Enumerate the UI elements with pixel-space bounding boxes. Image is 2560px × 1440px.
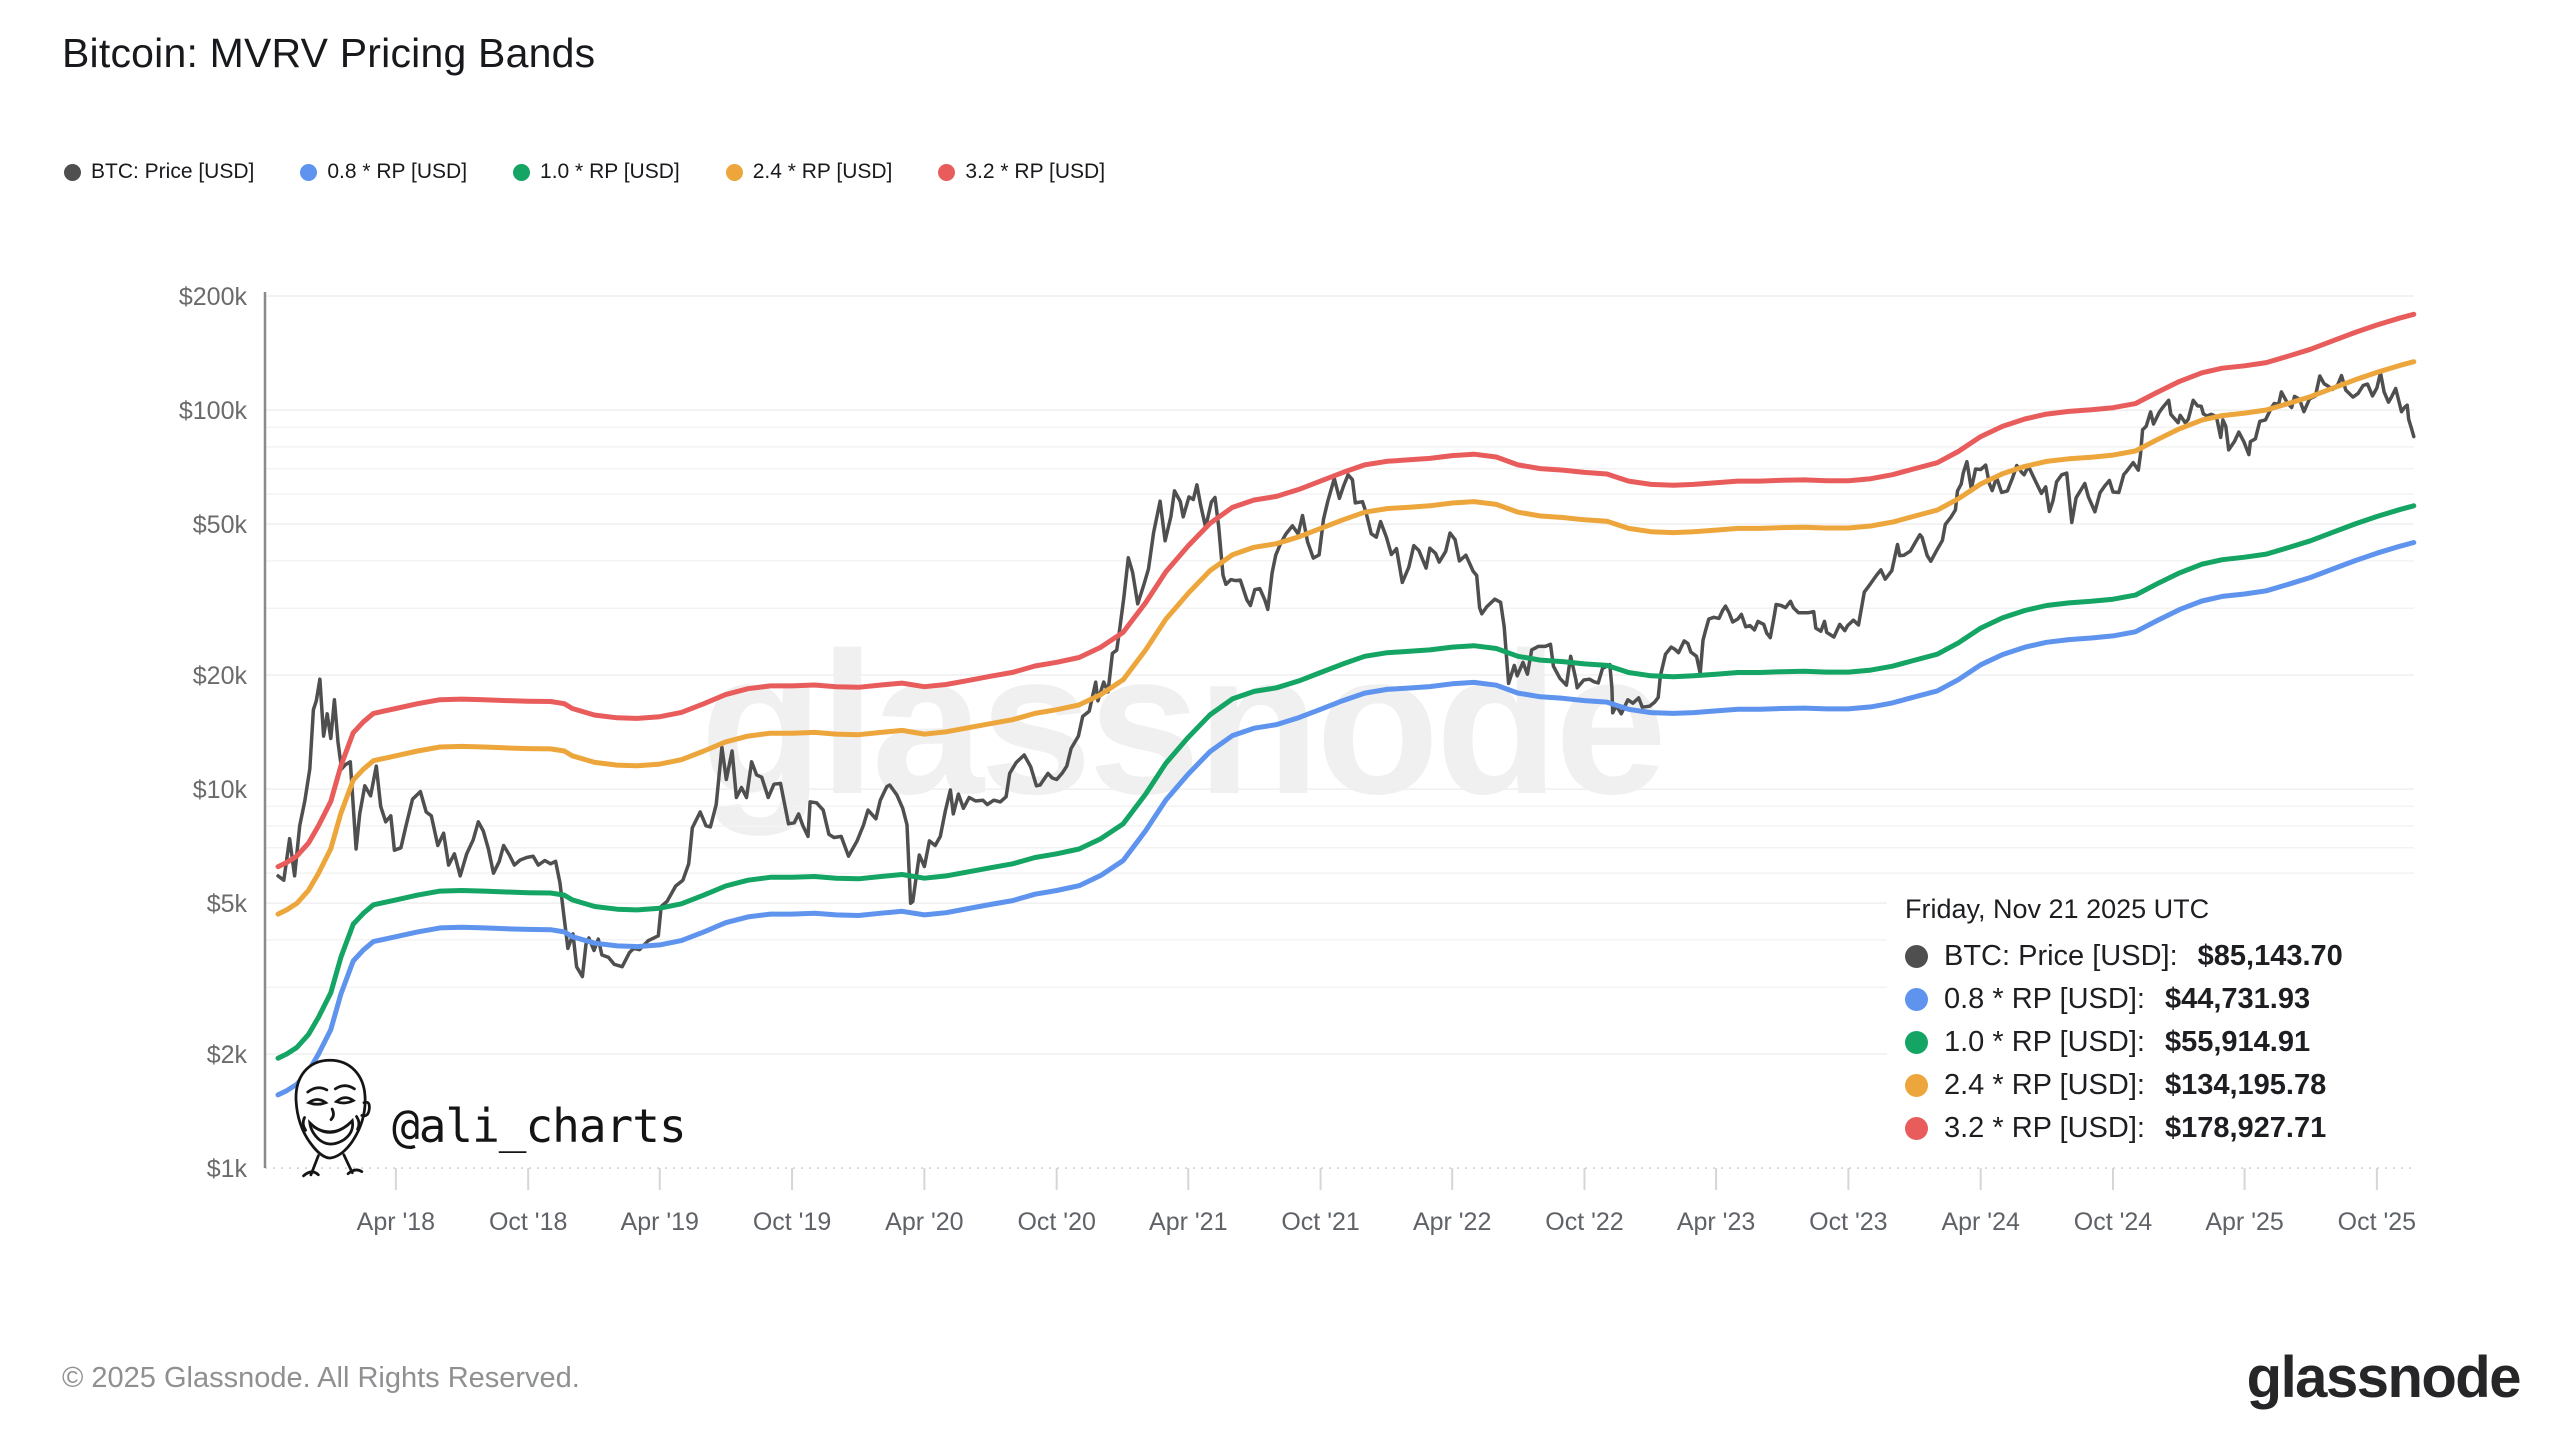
legend-dot-icon: [64, 163, 81, 181]
x-axis-tick-label: Oct '25: [2338, 1208, 2416, 1236]
y-axis-tick-label: $5k: [207, 890, 248, 918]
y-axis-tick-label: $100k: [179, 397, 248, 425]
face-logo-icon: [294, 1058, 371, 1178]
x-axis-tick-label: Oct '19: [753, 1208, 831, 1236]
y-axis-tick-label: $200k: [179, 283, 248, 311]
tooltip-value: $178,927.71: [2164, 1112, 2327, 1144]
legend-item-1[interactable]: 0.8 * RP [USD]: [300, 160, 467, 184]
x-axis-tick-label: Oct '24: [2074, 1208, 2153, 1236]
tooltip-row-3: 2.4 * RP [USD]: $134,195.78: [1905, 1064, 2462, 1107]
copyright-text: © 2025 Glassnode. All Rights Reserved.: [62, 1362, 580, 1394]
y-axis-tick-label: $10k: [193, 776, 248, 804]
legend-item-3[interactable]: 2.4 * RP [USD]: [725, 160, 893, 184]
tooltip-label: 1.0 * RP [USD]:: [1944, 1026, 2145, 1058]
tooltip-row-4: 3.2 * RP [USD]: $178,927.71: [1905, 1107, 2462, 1150]
tooltip-row-2: 1.0 * RP [USD]: $55,914.91: [1905, 1021, 2462, 1064]
x-axis-tick-label: Oct '23: [1809, 1208, 1887, 1236]
y-axis-tick-label: $2k: [207, 1041, 248, 1069]
x-axis-tick-label: Apr '24: [1941, 1208, 2020, 1236]
tooltip-dot-icon: [1905, 1117, 1928, 1140]
x-axis-tick-label: Apr '20: [885, 1208, 963, 1236]
tooltip-dot-icon: [1905, 1074, 1928, 1097]
tooltip-label: BTC: Price [USD]:: [1944, 940, 2178, 972]
x-axis-tick-label: Apr '25: [2205, 1208, 2283, 1236]
tooltip-row-1: 0.8 * RP [USD]: $44,731.93: [1905, 978, 2462, 1021]
tooltip-value: $134,195.78: [2164, 1069, 2327, 1101]
series-line-0-8-rp-usd: [275, 540, 2417, 1098]
series-line-3-2-rp-usd: [275, 311, 2417, 870]
x-axis-tick-label: Apr '22: [1413, 1208, 1491, 1236]
tooltip-value: $44,731.93: [2164, 983, 2311, 1015]
author-signature: @ali_charts: [282, 1056, 687, 1178]
legend-item-4[interactable]: 3.2 * RP [USD]: [938, 160, 1105, 184]
x-axis-tick-label: Apr '21: [1149, 1208, 1227, 1236]
legend-dot-icon: [300, 163, 318, 181]
legend-label: 3.2 * RP [USD]: [965, 160, 1106, 183]
author-handle: @ali_charts: [392, 1099, 687, 1153]
x-axis-tick-label: Apr '18: [357, 1208, 435, 1236]
legend-dot-icon: [513, 163, 531, 181]
tooltip-label: 3.2 * RP [USD]:: [1944, 1112, 2145, 1144]
series-line-2-4-rp-usd: [275, 359, 2417, 917]
y-axis-tick-label: $1k: [207, 1155, 248, 1183]
tooltip-value: $55,914.91: [2164, 1026, 2311, 1058]
legend-label: 2.4 * RP [USD]: [752, 160, 893, 183]
series-line-1-0-rp-usd: [275, 503, 2417, 1061]
legend-dot-icon: [725, 163, 743, 181]
glassnode-logo: glassnode: [2246, 1345, 2522, 1410]
tooltip-dot-icon: [1905, 988, 1928, 1011]
legend-item-2[interactable]: 1.0 * RP [USD]: [513, 160, 680, 184]
legend-label: 1.0 * RP [USD]: [540, 160, 680, 183]
tooltip-row-0: BTC: Price [USD]: $85,143.70: [1905, 935, 2462, 978]
x-axis-tick-label: Oct '21: [1281, 1208, 1359, 1236]
tooltip-value: $85,143.70: [2197, 940, 2343, 972]
y-axis-tick-label: $20k: [193, 662, 248, 690]
x-axis-tick-label: Oct '20: [1017, 1208, 1095, 1236]
chart-tooltip: Friday, Nov 21 2025 UTC BTC: Price [USD]…: [1887, 888, 2462, 1158]
tooltip-dot-icon: [1905, 945, 1928, 968]
legend-label: BTC: Price [USD]: [91, 160, 255, 183]
tooltip-label: 0.8 * RP [USD]:: [1944, 983, 2145, 1015]
tooltip-date: Friday, Nov 21 2025 UTC: [1905, 894, 2210, 924]
legend-item-0[interactable]: BTC: Price [USD]: [64, 160, 254, 184]
x-axis-tick-label: Oct '18: [489, 1208, 567, 1236]
y-axis-tick-label: $50k: [193, 511, 248, 539]
tooltip-dot-icon: [1905, 1031, 1928, 1054]
chart-legend: BTC: Price [USD] 0.8 * RP [USD] 1.0 * RP […: [64, 160, 1105, 184]
tooltip-label: 2.4 * RP [USD]:: [1944, 1069, 2145, 1101]
legend-dot-icon: [938, 163, 956, 181]
x-axis-tick-label: Apr '23: [1677, 1208, 1755, 1236]
legend-label: 0.8 * RP [USD]: [327, 160, 468, 183]
x-axis-tick-label: Apr '19: [621, 1208, 699, 1236]
page-title: Bitcoin: MVRV Pricing Bands: [62, 30, 596, 76]
x-axis-tick-label: Oct '22: [1545, 1208, 1623, 1236]
tooltip-rows: BTC: Price [USD]: $85,143.70 0.8 * RP [USD…: [1905, 935, 2462, 1150]
